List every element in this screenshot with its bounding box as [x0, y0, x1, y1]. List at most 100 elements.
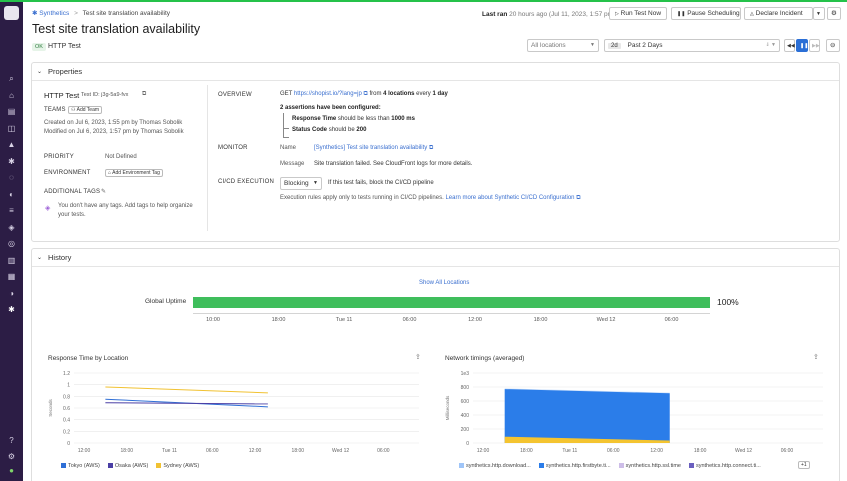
monitor-name-label: Name — [280, 145, 297, 151]
monitor-message-value: Site translation failed. See CloudFront … — [314, 161, 473, 167]
security-icon[interactable]: ◈ — [8, 223, 15, 232]
chevron-down-icon: ▼ — [313, 180, 318, 186]
help-icon[interactable]: ? — [9, 436, 14, 445]
chevron-down-icon: ▼ — [590, 42, 595, 48]
home-icon[interactable]: ⌂ — [9, 91, 14, 100]
synthetics-icon[interactable]: ✱ — [8, 305, 15, 314]
legend-more-button[interactable]: +1 — [798, 461, 810, 469]
x-tick-label: Tue 11 — [562, 448, 577, 454]
assertion-target: 1000 ms — [391, 116, 415, 122]
add-environment-button[interactable]: ⌂ Add Environment Tag — [105, 169, 163, 177]
uptime-tick-label: Tue 11 — [335, 317, 353, 323]
notebooks-icon[interactable]: ▥ — [7, 256, 16, 265]
legend-label: synthetics.http.firstbyte.ti... — [545, 463, 611, 469]
search-icon[interactable]: ⌕ — [9, 74, 14, 83]
response-time-chart[interactable]: 1.2 1 0.8 0.6 0.4 0.2 0 Seconds 12:00 18:00 Tue 11… — [46, 367, 426, 457]
export-icon[interactable]: ⇪ — [415, 354, 421, 361]
chevron-down-icon: ▼ — [816, 11, 821, 17]
y-tick-label: 0.8 — [63, 394, 70, 400]
uptime-bar-fill[interactable] — [193, 297, 710, 308]
chevron-down-icon: ⇓ ▼ — [765, 42, 776, 48]
legend-item[interactable]: synthetics.http.connect.ti... — [688, 463, 761, 469]
breadcrumb-separator-icon: > — [74, 10, 78, 17]
play-icon: ▷ — [615, 11, 619, 17]
watchdog-icon[interactable]: ◑ — [9, 289, 14, 298]
user-avatar-icon[interactable]: ● — [9, 466, 14, 475]
export-icon[interactable]: ⇪ — [813, 354, 819, 361]
network-timings-legend: synthetics.http.download... synthetics.ht… — [459, 462, 769, 472]
integrations-icon[interactable]: ✱ — [8, 157, 15, 166]
infrastructure-icon[interactable]: ◫ — [7, 124, 16, 133]
network-timings-chart[interactable]: 1e3 800 600 400 200 0 Milliseconds 12:00 18:00 Tu… — [443, 367, 828, 457]
x-tick-label: Tue 11 — [162, 448, 177, 454]
logs-icon[interactable]: ≡ — [9, 206, 14, 215]
more-actions-dropdown[interactable]: ▼ — [813, 7, 825, 20]
x-tick-label: 12:00 — [650, 448, 663, 454]
legend-item[interactable]: Osaka (AWS) — [107, 463, 149, 469]
environment-label: ENVIRONMENT — [44, 170, 91, 176]
show-all-locations-link[interactable]: Show All Locations — [419, 280, 470, 286]
legend-label: Osaka (AWS) — [114, 463, 149, 469]
x-tick-label: 06:00 — [607, 448, 620, 454]
uptime-time-axis: 10:00 18:00 Tue 11 06:00 12:00 18:00 Wed 12 06:… — [193, 313, 710, 327]
y-tick-label: 0.6 — [63, 406, 70, 412]
uptime-tick-label: 18:00 — [271, 317, 286, 323]
area-series-1 — [504, 389, 670, 443]
x-tick-label: 06:00 — [206, 448, 219, 454]
rum-icon[interactable]: ◐ — [9, 190, 14, 199]
overview-from: from — [369, 91, 382, 97]
legend-label: synthetics.http.ssl.time — [625, 463, 681, 469]
monitor-name-link[interactable]: [Synthetics] Test site translation avail… — [314, 145, 433, 152]
locations-select[interactable]: All locations ▼ — [527, 39, 599, 52]
siren-icon: ◬ — [750, 11, 754, 17]
fast-forward-button[interactable]: ▶▶ — [809, 39, 820, 52]
breadcrumb-link[interactable]: Synthetics — [39, 10, 70, 17]
pause-scheduling-button[interactable]: ❚❚ Pause Scheduling — [671, 7, 741, 20]
synthetics-breadcrumb-icon: ✱ — [32, 10, 38, 17]
legend-item[interactable]: synthetics.http.download... — [459, 463, 531, 469]
test-url-link[interactable]: https://shopist.io/?lang=jp — [293, 91, 362, 97]
copy-icon[interactable]: ⧉ — [142, 91, 147, 97]
cicd-learn-more-link[interactable]: Learn more about Synthetic CI/CD Configu… — [445, 195, 575, 201]
legend-swatch — [459, 463, 464, 469]
pause-icon: ❚❚ — [677, 11, 686, 17]
time-range-picker[interactable]: 2d Past 2 Days ⇓ ▼ — [604, 39, 780, 52]
datadog-logo[interactable] — [4, 6, 19, 20]
tag-icon: ⌂ — [108, 170, 112, 176]
zoom-out-button[interactable]: ⊖ — [826, 39, 840, 52]
test-type-label: HTTP Test — [48, 43, 81, 50]
main-content: ✱ Synthetics > Test site translation ava… — [23, 2, 847, 481]
edit-icon[interactable]: ✎ — [101, 189, 107, 195]
service-catalog-icon[interactable]: ▦ — [7, 272, 16, 281]
add-team-button[interactable]: ⚇ Add Team — [68, 106, 103, 114]
apm-icon[interactable]: ◌ — [9, 173, 14, 182]
legend-item[interactable]: synthetics.http.firstbyte.ti... — [538, 463, 611, 469]
settings-icon[interactable]: ⚙ — [7, 452, 16, 461]
properties-header[interactable]: ⌄ Properties — [32, 63, 839, 81]
external-link-icon: ⧉ — [363, 91, 368, 97]
legend-item[interactable]: Tokyo (AWS) — [61, 463, 100, 469]
rewind-button[interactable]: ◀◀ — [784, 39, 795, 52]
cicd-note-text: Execution rules apply only to tests runn… — [280, 195, 444, 201]
pause-live-button[interactable]: ❚❚ — [796, 39, 808, 52]
declare-incident-button[interactable]: ◬ Declare Incident — [744, 7, 813, 20]
dashboard-icon[interactable]: ▤ — [7, 107, 16, 116]
legend-item[interactable]: Sydney (AWS) — [156, 463, 199, 469]
run-test-now-button[interactable]: ▷ Run Test Now — [609, 7, 667, 20]
priority-value[interactable]: Not Defined — [105, 154, 137, 160]
y-tick-label: 600 — [461, 399, 470, 405]
last-ran-label: Last ran — [482, 11, 508, 18]
profiler-icon[interactable]: ◎ — [8, 239, 15, 248]
cicd-execution-select[interactable]: Blocking ▼ — [280, 177, 322, 190]
last-ran: Last ran 20 hours ago (Jul 11, 2023, 1:5… — [482, 11, 615, 18]
settings-button[interactable]: ⚙ — [827, 7, 841, 20]
overview-every: every — [416, 91, 431, 97]
response-time-legend: Tokyo (AWS) Osaka (AWS) Sydney (AWS) — [61, 462, 207, 472]
monitors-icon[interactable]: ▲ — [7, 140, 16, 149]
breadcrumb-current: Test site translation availability — [82, 10, 171, 17]
history-header[interactable]: ⌄ History — [32, 249, 839, 267]
y-tick-label: 1e3 — [461, 371, 470, 377]
locations-placeholder: All locations — [531, 42, 566, 49]
y-tick-label: 0.4 — [63, 418, 70, 424]
legend-item[interactable]: synthetics.http.ssl.time — [618, 463, 681, 469]
